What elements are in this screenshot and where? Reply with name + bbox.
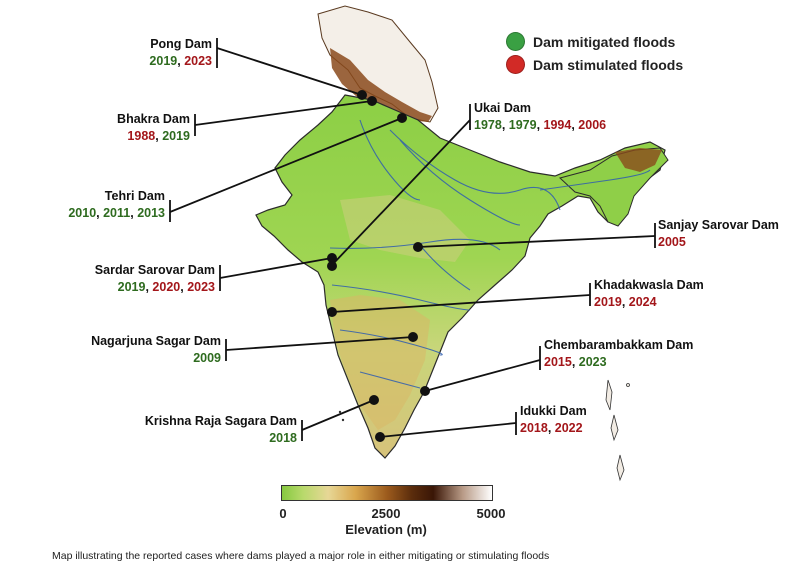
dam-years: 2018, 2022 [520,421,583,435]
dam-years: 2015, 2023 [544,355,607,369]
deccan-plateau [330,295,430,430]
colorbar-title: Elevation (m) [345,522,427,537]
marker-nagarjuna [408,332,418,342]
andaman-islands [605,379,630,482]
dam-name: Tehri Dam [104,189,165,203]
mitigated-year: 2010 [68,206,97,220]
marker-krs [369,395,379,405]
mitigated-year: 2019 [162,129,190,143]
map-caption: Map illustrating the reported cases wher… [52,550,550,562]
dam-name: Sardar Sarovar Dam [94,263,215,277]
marker-tehri [397,113,407,123]
mitigated-year: 2018 [269,431,297,445]
stimulated-year: 2015 [544,355,572,369]
marker-chembarambakkam [420,386,430,396]
dam-years: 1988, 2019 [127,129,190,143]
dam-years: 1978, 1979, 1994, 2006 [474,118,607,132]
mitigated-year: 2009 [193,351,221,365]
mitigated-year: 1978 [474,118,502,132]
stimulated-year: 2006 [578,118,607,132]
dam-markers [327,90,430,442]
colorbar-tick-2500: 2500 [371,506,401,521]
colorbar-tick-0: 0 [279,506,287,521]
dam-name: Ukai Dam [474,101,531,115]
dam-name: Pong Dam [150,37,212,51]
label-bhakra-dam: Bhakra Dam 1988, 2019 [117,111,190,145]
legend-mitigated: Dam mitigated floods [506,32,675,51]
stimulated-year: 2023 [187,280,215,294]
marker-ukai [327,261,337,271]
stimulated-year: 2020 [152,280,181,294]
label-tehri-dam: Tehri Dam 2010, 2011, 2013 [68,188,165,222]
label-sardar-sarovar-dam: Sardar Sarovar Dam 2019, 2020, 2023 [95,262,215,296]
label-chembarambakkam-dam: Chembarambakkam Dam 2015, 2023 [544,337,693,371]
dam-name: Idukki Dam [520,404,587,418]
dam-name: Chembarambakkam Dam [544,338,694,352]
northeast-highland [615,148,662,172]
colorbar-tick-5000: 5000 [476,506,506,521]
dam-name: Sanjay Sarovar Dam [658,218,779,232]
stimulated-year: 1988 [127,129,156,143]
label-sanjay-sarovar-dam: Sanjay Sarovar Dam 2005 [658,217,779,251]
marker-pong [357,90,367,100]
stimulated-year: 2018 [520,421,548,435]
elevation-colorbar [281,485,493,501]
legend-stimulated: Dam stimulated floods [506,55,683,74]
mitigated-year: 1979 [508,118,537,132]
mitigated-year: 2019 [117,280,146,294]
dam-name: Nagarjuna Sagar Dam [91,334,221,348]
marker-idukki [375,432,385,442]
stimulated-year: 2024 [628,295,657,309]
mitigated-year: 2013 [137,206,165,220]
label-khadakwasla-dam: Khadakwasla Dam 2019, 2024 [594,277,704,311]
himalaya-highland [330,48,432,122]
red-dot-icon [506,55,525,74]
mitigated-year: 2019 [149,54,178,68]
dam-years: 2005 [658,234,779,251]
stimulated-year: 2022 [554,421,583,435]
stimulated-year: 1994 [543,118,572,132]
label-ukai-dam: Ukai Dam 1978, 1979, 1994, 2006 [474,100,606,134]
dam-name: Khadakwasla Dam [594,278,704,292]
mitigated-year: 2011 [103,206,131,220]
stimulated-year: 2023 [184,54,212,68]
label-krishna-raja-sagara-dam: Krishna Raja Sagara Dam 2018 [145,413,297,447]
dam-name: Bhakra Dam [117,112,190,126]
dam-years: 2019, 2024 [594,295,657,309]
leader-lines [169,38,656,441]
dam-years: 2019, 2023 [149,54,212,68]
rivers [329,119,651,389]
green-dot-icon [506,32,525,51]
label-pong-dam: Pong Dam 2019, 2023 [149,36,212,70]
label-nagarjuna-sagar-dam: Nagarjuna Sagar Dam 2009 [91,333,221,367]
dam-years: 2010, 2011, 2013 [68,206,165,220]
dam-years: 2009 [91,350,221,367]
dam-years: 2018 [145,430,297,447]
marker-sardar-sarovar [327,253,337,263]
stimulated-year: 2005 [658,235,686,249]
dam-years: 2019, 2020, 2023 [117,280,215,294]
dam-name: Krishna Raja Sagara Dam [144,414,297,428]
marker-sanjay-sarovar [413,242,423,252]
mitigated-year: 2023 [578,355,607,369]
label-idukki-dam: Idukki Dam 2018, 2022 [520,403,587,437]
stimulated-year: 2019 [594,295,622,309]
marker-bhakra [367,96,377,106]
marker-khadakwasla [327,307,337,317]
